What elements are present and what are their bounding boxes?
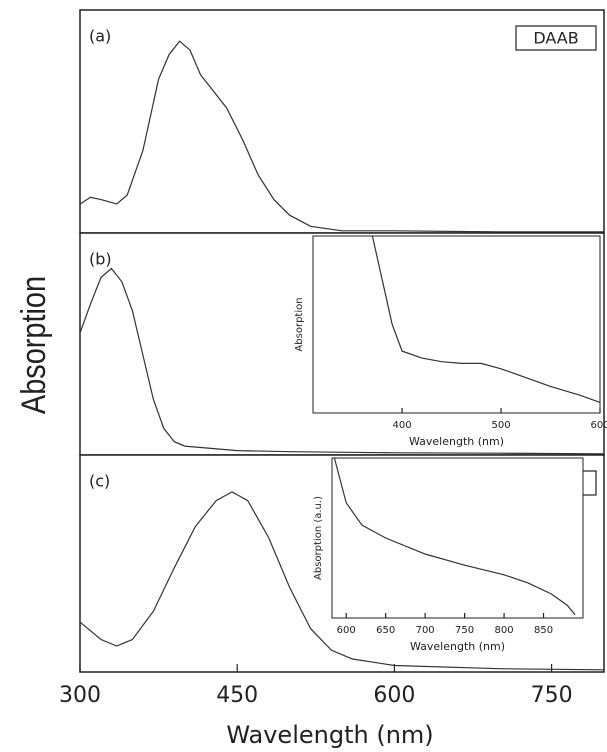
inset-x-label: Wavelength (nm) <box>409 435 504 448</box>
x-tick-label: 450 <box>216 683 258 708</box>
x-axis-label: Wavelength (nm) <box>226 721 433 749</box>
x-tick-label: 600 <box>337 625 356 636</box>
spectrum-line <box>79 40 604 233</box>
x-tick-label: 800 <box>495 625 514 636</box>
y-axis-label: Absorption <box>14 276 53 414</box>
legend-label: DAAB <box>533 29 578 48</box>
x-tick-label: 400 <box>393 420 412 431</box>
panel-label: (c) <box>89 472 110 491</box>
x-tick-label: 650 <box>376 625 395 636</box>
x-tick-label: 850 <box>534 625 553 636</box>
legend-box <box>515 25 597 51</box>
spectrum-line <box>79 267 605 455</box>
spectrum-line <box>79 491 605 671</box>
inset-x-label: Wavelength (nm) <box>410 640 505 653</box>
inset-y-label: Absorption <box>294 297 305 351</box>
inset-y-label: Absorption (a.u.) <box>313 496 324 580</box>
x-tick-label: 500 <box>491 420 510 431</box>
panel-label: (b) <box>89 250 112 269</box>
x-tick-label: 300 <box>59 683 101 708</box>
spectrum-line <box>333 457 576 616</box>
x-tick-label: 700 <box>416 625 435 636</box>
x-tick-label: 750 <box>455 625 474 636</box>
x-tick-label: 600 <box>590 420 607 431</box>
x-tick-label: 750 <box>531 683 573 708</box>
inset-frame <box>331 457 584 619</box>
spectrum-line <box>371 235 601 403</box>
inset-frame <box>312 235 601 414</box>
panel-label: (a) <box>89 27 111 46</box>
x-tick-label: 600 <box>373 683 415 708</box>
